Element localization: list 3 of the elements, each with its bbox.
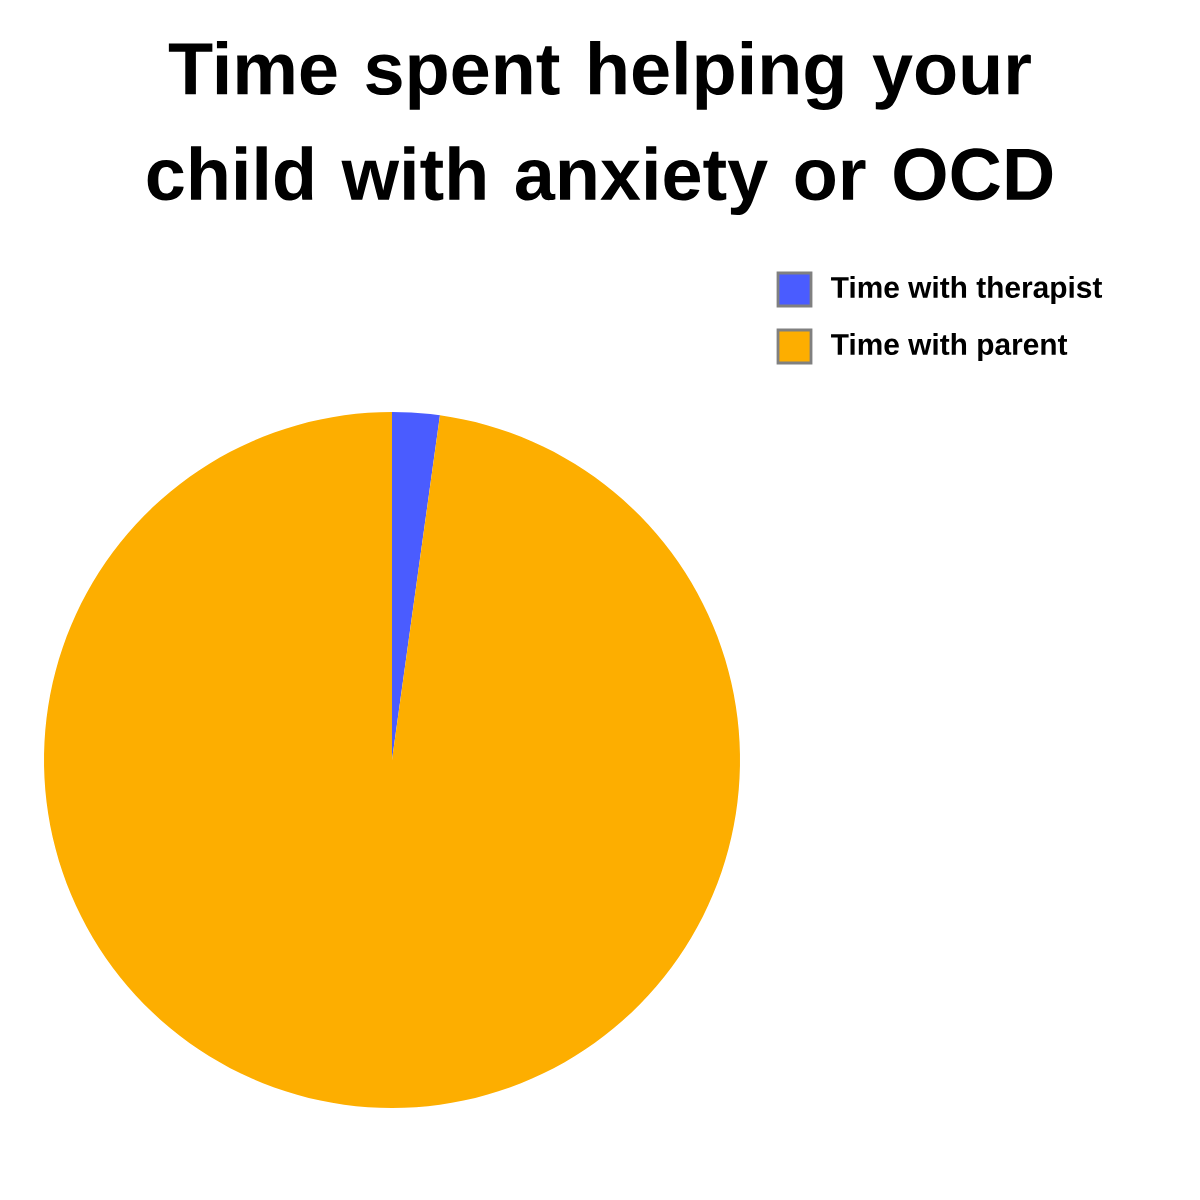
legend-label: Time with therapist <box>831 276 1103 304</box>
legend-label: Time with parent <box>831 333 1068 361</box>
chart-title: Time spent helping your child with anxiety or OCD <box>147 40 1053 216</box>
